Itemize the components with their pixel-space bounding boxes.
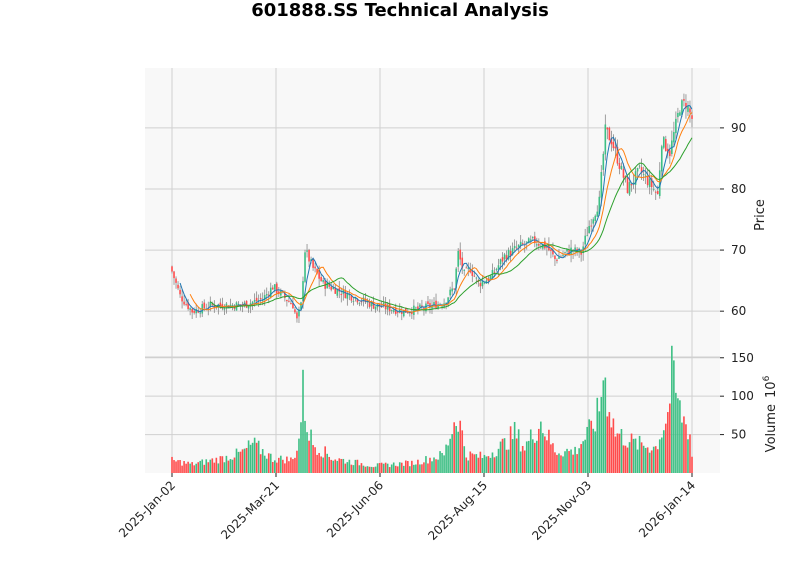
chart-title: 601888.SS Technical Analysis <box>251 0 549 21</box>
x-axis-ticks: 2025-Jan-02 2025-Mar-21 2025-Jun-06 2025-Au… <box>116 473 698 543</box>
date-tick-label: 2026-Jan-14 <box>636 478 698 540</box>
price-tick-label: 70 <box>731 243 746 257</box>
price-tick-label: 90 <box>731 121 746 135</box>
volume-tick-label: 50 <box>731 428 746 442</box>
volume-axis-label: Volume106 <box>762 375 779 452</box>
date-tick-label: 2025-Jan-02 <box>116 478 178 540</box>
price-tick-label: 80 <box>731 182 746 196</box>
date-tick-label: 2025-Nov-03 <box>529 478 594 543</box>
y-axis-ticks: 60 70 80 90 50 100 150 <box>720 121 754 442</box>
date-tick-label: 2025-Jun-06 <box>324 478 386 540</box>
volume-tick-label: 100 <box>731 389 754 403</box>
price-panel-bg <box>145 68 720 357</box>
moving-average-lines <box>179 105 693 313</box>
price-tick-label: 60 <box>731 304 746 318</box>
date-tick-label: 2025-Aug-15 <box>425 478 490 543</box>
volume-bars <box>171 345 693 473</box>
price-axis-label: Price <box>753 199 768 231</box>
date-tick-label: 2025-Mar-21 <box>218 478 282 542</box>
volume-tick-label: 150 <box>731 351 754 365</box>
